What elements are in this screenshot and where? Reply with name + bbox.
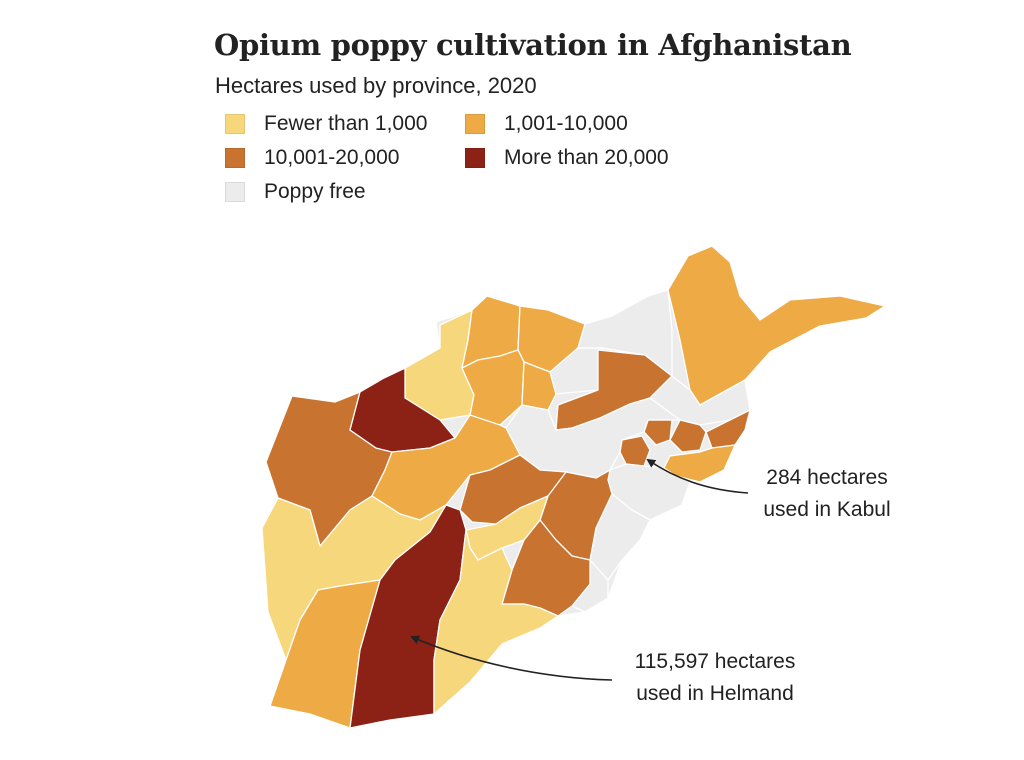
legend-swatch <box>465 114 485 134</box>
legend-label: More than 20,000 <box>504 146 669 169</box>
legend-item-more-than-20000: More than 20,000 <box>465 146 669 170</box>
kabul-annotation-line1: 284 hectares <box>766 466 888 489</box>
legend: Fewer than 1,000 1,001-10,000 10,001-20,… <box>225 112 725 212</box>
helmand-annotation-line1: 115,597 hectares <box>634 650 796 673</box>
legend-swatch <box>225 182 245 202</box>
chart-title: Opium poppy cultivation in Afghanistan <box>214 28 852 62</box>
legend-label: Fewer than 1,000 <box>264 112 428 135</box>
legend-item-fewer-than-1000: Fewer than 1,000 <box>225 112 427 136</box>
legend-item-10001-20000: 10,001-20,000 <box>225 146 399 170</box>
legend-label: Poppy free <box>264 180 366 203</box>
legend-swatch <box>465 148 485 168</box>
legend-swatch <box>225 148 245 168</box>
legend-label: 10,001-20,000 <box>264 146 400 169</box>
chart-subtitle: Hectares used by province, 2020 <box>215 73 537 98</box>
province-balkh <box>521 361 557 411</box>
province-kunduz-takhar <box>577 289 673 377</box>
helmand-annotation: 115,597 hectares used in Helmand <box>612 646 818 710</box>
legend-item-poppy-free: Poppy free <box>225 180 366 204</box>
kabul-annotation-line2: used in Kabul <box>763 498 891 521</box>
legend-swatch <box>225 114 245 134</box>
helmand-annotation-line2: used in Helmand <box>636 682 794 705</box>
province-nimruz <box>269 579 381 729</box>
legend-item-1001-10000: 1,001-10,000 <box>465 112 628 136</box>
helmand-annotation-arrow <box>410 635 613 681</box>
province-badakhshan <box>667 245 886 406</box>
legend-label: 1,001-10,000 <box>504 112 628 135</box>
kabul-annotation: 284 hectares used in Kabul <box>752 462 902 526</box>
kabul-annotation-arrow <box>646 458 749 494</box>
